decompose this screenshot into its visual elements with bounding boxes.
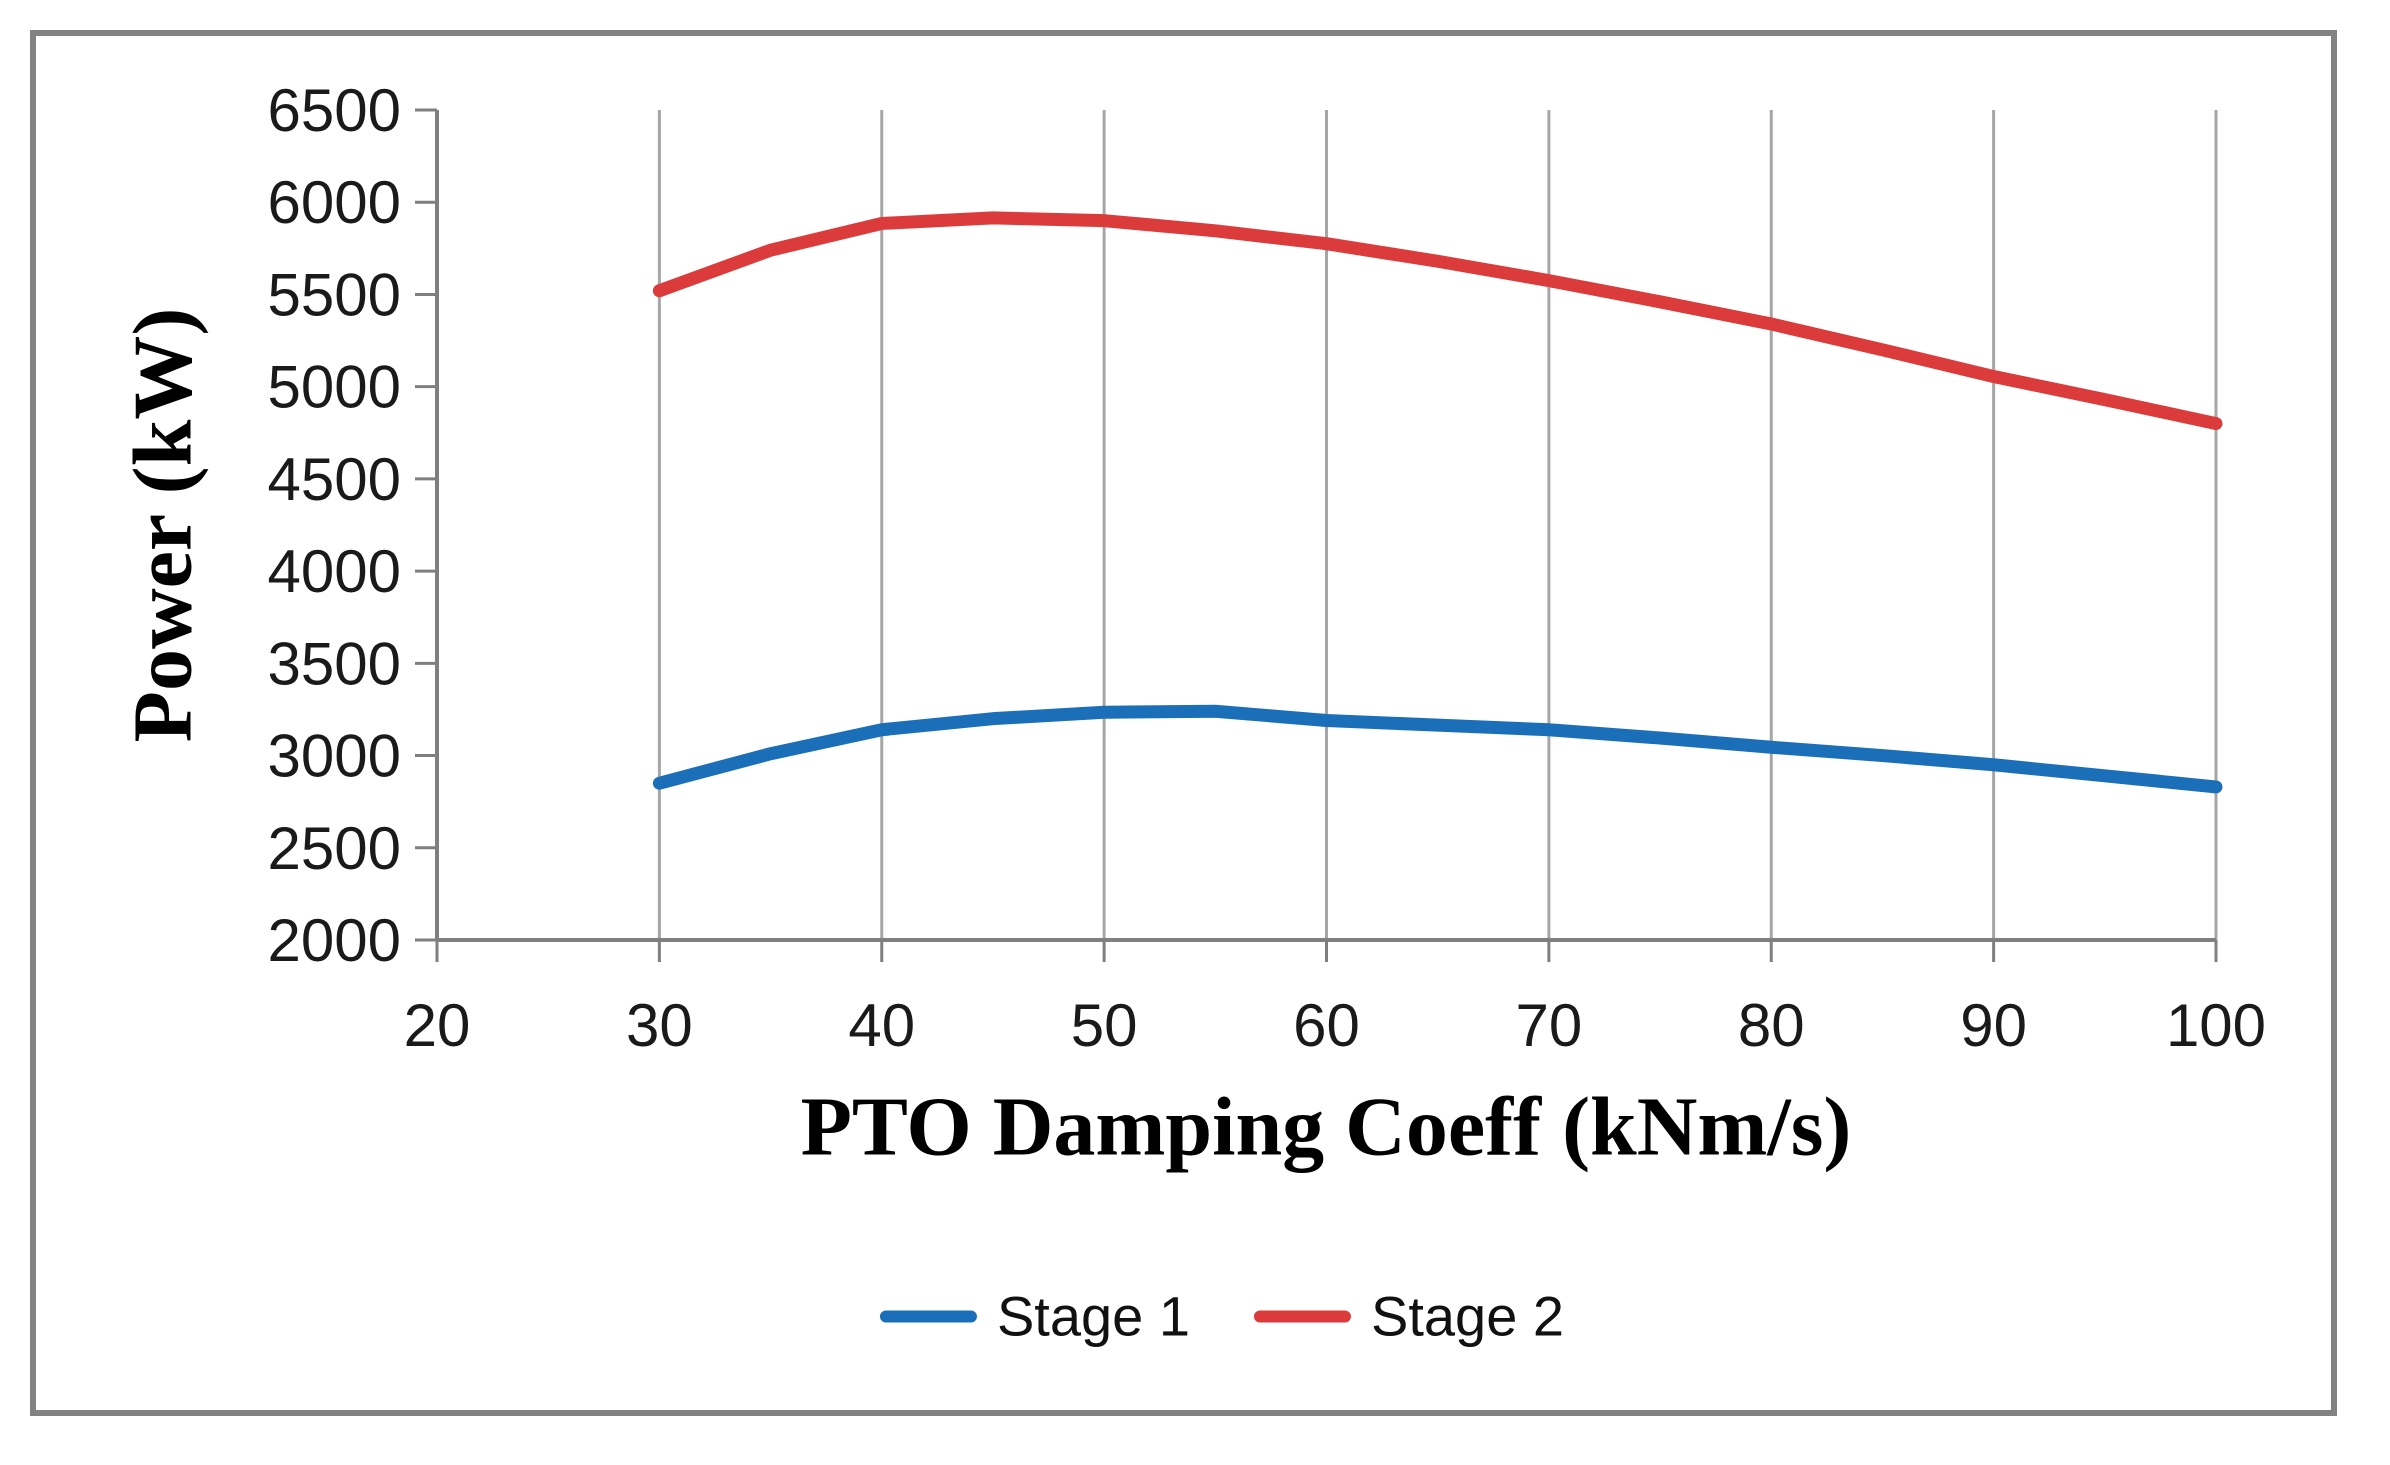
x-tick-label: 30 — [626, 992, 693, 1059]
legend-item-stage-1: Stage 1 — [879, 1284, 1190, 1349]
x-axis-title: PTO Damping Coeff (kNm/s) — [800, 1080, 1852, 1174]
y-tick-label: 2000 — [268, 907, 401, 974]
x-tick-label: 90 — [1960, 992, 2027, 1059]
stage-1-label: Stage 1 — [996, 1284, 1190, 1348]
y-tick-label: 3000 — [268, 723, 401, 790]
y-tick-label: 4000 — [268, 538, 401, 605]
x-tick-label: 20 — [404, 992, 471, 1059]
figure-border — [30, 30, 2337, 1416]
y-tick-label: 6000 — [268, 169, 401, 236]
x-tick-label: 100 — [2166, 992, 2266, 1059]
stage-2-label: Stage 2 — [1371, 1284, 1565, 1348]
x-tick-label: 60 — [1293, 992, 1360, 1059]
y-axis-title: Power (kW) — [116, 307, 210, 743]
x-tick-label: 70 — [1516, 992, 1583, 1059]
stage-1-line — [652, 704, 2223, 794]
y-tick-label: 2500 — [268, 815, 401, 882]
y-tick-label: 4500 — [268, 446, 401, 513]
stage-1-swatch-icon — [879, 1310, 977, 1322]
x-tick-label: 50 — [1071, 992, 1138, 1059]
x-tick-label: 40 — [848, 992, 915, 1059]
y-tick-label: 5500 — [268, 261, 401, 328]
stage-2-line — [652, 211, 2223, 431]
x-tick-label: 80 — [1738, 992, 1805, 1059]
legend: Stage 1 Stage 2 — [879, 1284, 1564, 1349]
legend-item-stage-2: Stage 2 — [1254, 1284, 1564, 1349]
y-tick-label: 3500 — [268, 630, 401, 697]
y-tick-label: 5000 — [268, 354, 401, 421]
stage-2-swatch-icon — [1254, 1310, 1351, 1322]
y-tick-label: 6500 — [268, 77, 401, 144]
